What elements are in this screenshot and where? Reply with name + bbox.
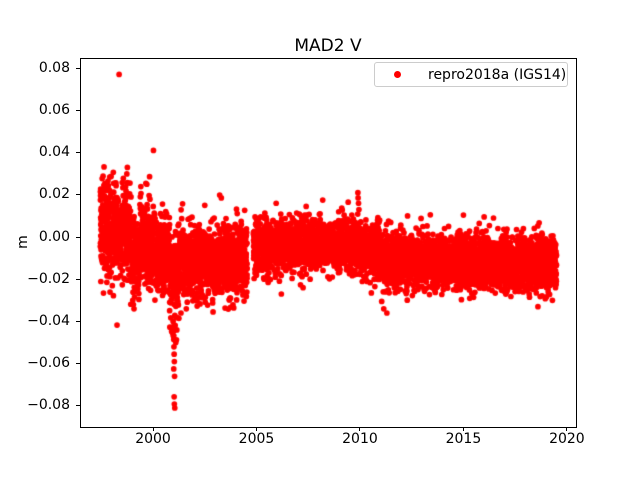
y-tick-label: −0.08 [27, 397, 70, 414]
y-tick-label: −0.06 [27, 355, 70, 372]
y-tick-label: 0.08 [38, 59, 70, 76]
legend-label: repro2018a (IGS14) [428, 66, 567, 83]
x-tick-mark [462, 427, 464, 431]
legend: repro2018a (IGS14) [374, 62, 568, 87]
y-tick-label: 0.04 [38, 144, 70, 161]
x-tick-mark [566, 427, 568, 431]
y-tick-mark [76, 152, 80, 154]
legend-marker-dot [394, 71, 401, 78]
x-tick-label: 2015 [445, 431, 482, 447]
y-tick-label: −0.02 [27, 270, 70, 287]
y-tick-mark [76, 109, 80, 111]
y-tick-mark [76, 236, 80, 238]
y-tick-label: 0.00 [38, 228, 70, 245]
plot-title: MAD2 V [294, 36, 362, 56]
y-tick-mark [76, 194, 80, 196]
y-tick-mark [76, 278, 80, 280]
y-tick-mark [76, 67, 80, 69]
scatter-plot-canvas [80, 58, 576, 427]
y-tick-mark [76, 320, 80, 322]
x-tick-label: 2020 [549, 431, 585, 447]
x-tick-label: 2010 [342, 431, 378, 447]
x-tick-label: 2000 [135, 431, 171, 447]
x-tick-mark [256, 427, 257, 431]
x-tick-mark [359, 427, 361, 431]
x-tick-label: 2005 [238, 431, 275, 447]
x-tick-mark [152, 427, 154, 431]
y-tick-mark [76, 363, 80, 365]
y-tick-label: 0.02 [38, 186, 70, 203]
y-tick-label: 0.06 [38, 101, 70, 118]
y-tick-mark [76, 405, 80, 407]
y-tick-label: −0.04 [27, 312, 70, 329]
